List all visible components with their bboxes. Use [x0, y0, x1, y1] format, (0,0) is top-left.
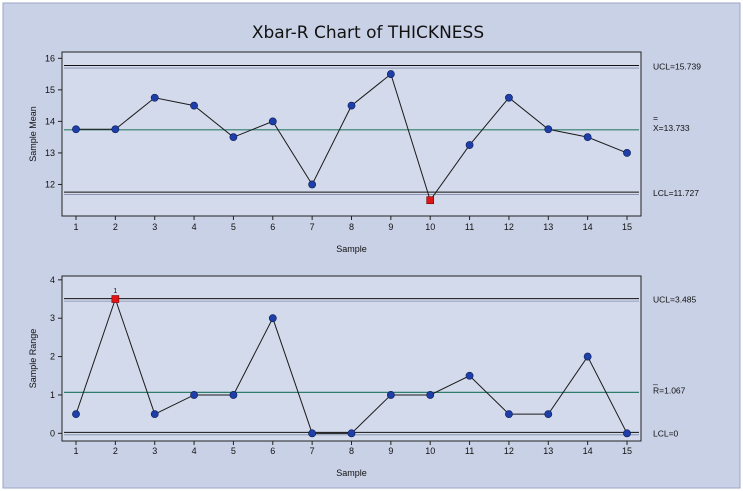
- ucl-label: UCL=15.739: [653, 62, 701, 72]
- data-point: [623, 149, 631, 157]
- flagged-point: [426, 196, 435, 205]
- data-point: [229, 133, 238, 142]
- data-point: [544, 410, 553, 419]
- data-point: [308, 429, 317, 438]
- flag-label: 1: [113, 288, 117, 295]
- data-point: [111, 125, 120, 134]
- data-point: [583, 352, 592, 361]
- y-tick-label: 4: [50, 275, 55, 285]
- y-axis-label: Sample Range: [28, 329, 38, 389]
- y-tick-label: 2: [50, 352, 55, 362]
- data-point: [72, 125, 80, 134]
- x-tick-label: 13: [543, 222, 553, 232]
- data-point: [505, 410, 513, 419]
- x-tick-label: 8: [349, 222, 354, 232]
- data-point: [347, 101, 356, 110]
- x-tick-label: 2: [113, 222, 118, 232]
- x-tick-label: 10: [425, 446, 435, 456]
- data-point: [347, 429, 356, 438]
- y-tick-label: 3: [50, 313, 55, 323]
- x-tick-label: 9: [388, 446, 393, 456]
- center-label: R=1.067: [653, 385, 686, 395]
- x-tick-label: 3: [152, 222, 157, 232]
- data-point: [544, 125, 553, 134]
- data-point: [72, 410, 80, 419]
- data-point: [386, 391, 395, 399]
- flagged-point: [111, 295, 120, 303]
- x-tick-label: 15: [622, 446, 632, 456]
- x-tick-label: 5: [231, 222, 236, 232]
- x-tick-label: 6: [270, 222, 275, 232]
- data-point: [268, 117, 277, 126]
- x-tick-label: 12: [504, 446, 514, 456]
- lcl-label: LCL=11.727: [653, 188, 699, 198]
- x-tick-label: 6: [270, 446, 275, 456]
- data-point: [268, 314, 277, 323]
- x-axis-label: Sample: [336, 468, 367, 478]
- data-point: [150, 410, 159, 419]
- center-label-bar: =: [653, 113, 658, 123]
- x-tick-label: 3: [152, 446, 157, 456]
- x-tick-label: 15: [622, 222, 632, 232]
- data-point: [386, 70, 395, 78]
- x-tick-label: 13: [543, 446, 553, 456]
- y-tick-label: 12: [45, 179, 55, 189]
- x-axis-label: Sample: [336, 244, 367, 254]
- y-tick-label: 1: [50, 390, 55, 400]
- data-point: [190, 101, 198, 110]
- x-tick-label: 14: [583, 446, 593, 456]
- x-tick-label: 1: [73, 446, 78, 456]
- y-tick-label: 14: [45, 116, 55, 126]
- lcl-label: LCL=0: [653, 428, 679, 438]
- x-tick-label: 12: [504, 222, 514, 232]
- center-label: X=13.733: [653, 123, 690, 133]
- ucl-label: UCL=3.485: [653, 295, 697, 305]
- x-tick-label: 4: [192, 446, 197, 456]
- x-tick-label: 1: [73, 222, 78, 232]
- x-tick-label: 10: [425, 222, 435, 232]
- data-point: [229, 391, 238, 399]
- center-label-bar: _: [652, 375, 658, 385]
- x-tick-label: 8: [349, 446, 354, 456]
- x-tick-label: 5: [231, 446, 236, 456]
- x-tick-label: 11: [465, 446, 474, 456]
- x-tick-label: 9: [388, 222, 393, 232]
- x-tick-label: 11: [465, 222, 474, 232]
- x-tick-label: 7: [310, 222, 315, 232]
- x-tick-label: 14: [583, 222, 593, 232]
- plot-area: [61, 51, 642, 217]
- y-tick-label: 13: [45, 148, 55, 158]
- data-point: [426, 391, 435, 399]
- x-tick-label: 7: [310, 446, 315, 456]
- data-point: [150, 93, 159, 102]
- data-point: [465, 371, 474, 380]
- data-point: [190, 391, 198, 399]
- data-point: [308, 180, 317, 189]
- y-tick-label: 15: [45, 85, 55, 95]
- x-tick-label: 4: [192, 222, 197, 232]
- chart-title: Xbar-R Chart of THICKNESS: [252, 23, 484, 43]
- data-point: [505, 93, 513, 102]
- data-point: [583, 133, 592, 142]
- y-axis-label: Sample Mean: [28, 106, 38, 162]
- y-tick-label: 16: [45, 53, 55, 63]
- y-tick-label: 0: [50, 428, 55, 438]
- data-point: [623, 429, 631, 438]
- x-tick-label: 2: [113, 446, 118, 456]
- data-point: [465, 141, 474, 149]
